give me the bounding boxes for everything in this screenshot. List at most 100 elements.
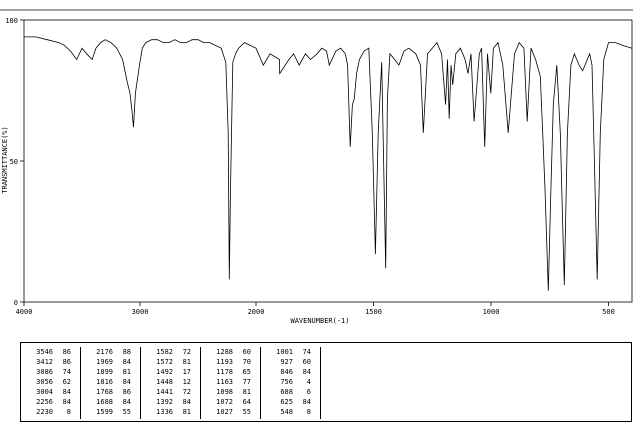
peak-transmittance: 84 <box>122 358 131 366</box>
peak-transmittance: 84 <box>302 398 311 406</box>
peak-row: 3004 84 <box>21 387 80 397</box>
peak-transmittance: 8 <box>66 408 71 416</box>
peak-row: 2230 8 <box>21 407 80 417</box>
peak-wavenumber: 2176 <box>96 348 113 356</box>
peak-wavenumber: 1178 <box>216 368 233 376</box>
peak-row: 1027 55 <box>201 407 260 417</box>
peak-row: 1072 64 <box>201 397 260 407</box>
ir-spectrum-chart: 0 50 100 4000 3000 2000 1500 1000 500 TRANSMITT… <box>0 9 633 325</box>
peak-row: 1193 70 <box>201 357 260 367</box>
peak-transmittance: 70 <box>242 358 251 366</box>
peak-row: 625 84 <box>261 397 320 407</box>
peak-transmittance: 12 <box>182 378 191 386</box>
peak-row: 2256 84 <box>21 397 80 407</box>
plot-frame <box>23 19 633 303</box>
peak-transmittance: 84 <box>62 388 71 396</box>
peak-column: 2176 88 1969 84 1899 81 1816 84 1768 86 1688 84 1599… <box>81 347 141 419</box>
peak-row: 1599 55 <box>81 407 140 417</box>
peak-row: 1899 81 <box>81 367 140 377</box>
peak-wavenumber: 1001 <box>276 348 293 356</box>
y-tick-label: 100 <box>5 17 18 25</box>
peak-transmittance: 6 <box>306 388 311 396</box>
peak-row: 1163 77 <box>201 377 260 387</box>
peak-wavenumber: 1768 <box>96 388 113 396</box>
peak-row: 3546 86 <box>21 347 80 357</box>
peak-transmittance: 81 <box>182 358 191 366</box>
peak-wavenumber: 1969 <box>96 358 113 366</box>
peak-row: 548 8 <box>261 407 320 417</box>
peak-wavenumber: 1816 <box>96 378 113 386</box>
y-tick-label: 50 <box>10 158 18 166</box>
peak-wavenumber: 3412 <box>36 358 53 366</box>
peak-wavenumber: 548 <box>280 408 293 416</box>
peak-wavenumber: 625 <box>280 398 293 406</box>
x-tick-label: 2000 <box>248 308 265 316</box>
peak-wavenumber: 3004 <box>36 388 53 396</box>
peak-wavenumber: 1572 <box>156 358 173 366</box>
peak-column: 1288 60 1193 70 1178 65 1163 77 1098 81 1072 64 1027… <box>201 347 261 419</box>
peak-transmittance: 81 <box>242 388 251 396</box>
peak-row: 1582 72 <box>141 347 200 357</box>
peak-row: 1572 81 <box>141 357 200 367</box>
peak-transmittance: 81 <box>122 368 131 376</box>
peak-wavenumber: 1098 <box>216 388 233 396</box>
peak-row: 1448 12 <box>141 377 200 387</box>
peak-wavenumber: 1288 <box>216 348 233 356</box>
peak-row: 756 4 <box>261 377 320 387</box>
peak-transmittance: 60 <box>302 358 311 366</box>
peak-row: 3086 74 <box>21 367 80 377</box>
peak-row: 688 6 <box>261 387 320 397</box>
peak-row: 1969 84 <box>81 357 140 367</box>
peak-wavenumber: 846 <box>280 368 293 376</box>
peak-column: 1001 74 927 60 846 84 756 4 688 6 625 84 548 8 <box>261 347 321 419</box>
peak-wavenumber: 2230 <box>36 408 53 416</box>
peak-transmittance: 17 <box>182 368 191 376</box>
y-tick-label: 0 <box>14 299 18 307</box>
peak-transmittance: 62 <box>62 378 71 386</box>
x-tick-label: 4000 <box>16 308 33 316</box>
x-tick-label: 500 <box>602 308 615 316</box>
peak-row: 846 84 <box>261 367 320 377</box>
peak-row: 1178 65 <box>201 367 260 377</box>
peak-row: 1288 60 <box>201 347 260 357</box>
peak-row: 2176 88 <box>81 347 140 357</box>
peak-wavenumber: 1688 <box>96 398 113 406</box>
peak-row: 3056 62 <box>21 377 80 387</box>
peak-wavenumber: 1899 <box>96 368 113 376</box>
peak-wavenumber: 1163 <box>216 378 233 386</box>
peak-row: 927 60 <box>261 357 320 367</box>
peak-row: 1688 84 <box>81 397 140 407</box>
peak-row: 1441 72 <box>141 387 200 397</box>
peak-wavenumber: 756 <box>280 378 293 386</box>
peak-transmittance: 84 <box>122 398 131 406</box>
x-tick-label: 1500 <box>365 308 382 316</box>
peak-transmittance: 74 <box>62 368 71 376</box>
peak-transmittance: 84 <box>62 398 71 406</box>
peak-wavenumber: 927 <box>280 358 293 366</box>
x-tick-label: 1000 <box>483 308 500 316</box>
peak-row: 3412 86 <box>21 357 80 367</box>
peak-column: 1582 72 1572 81 1492 17 1448 12 1441 72 1392 84 1336… <box>141 347 201 419</box>
peak-transmittance: 84 <box>122 378 131 386</box>
peak-transmittance: 55 <box>122 408 131 416</box>
peak-wavenumber: 3546 <box>36 348 53 356</box>
peak-transmittance: 64 <box>242 398 251 406</box>
peak-table: 3546 86 3412 86 3086 74 3056 62 3004 84 2256 84 2230… <box>20 342 632 422</box>
peak-wavenumber: 1582 <box>156 348 173 356</box>
peak-transmittance: 72 <box>182 388 191 396</box>
x-tick-label: 3000 <box>132 308 149 316</box>
peak-wavenumber: 1599 <box>96 408 113 416</box>
peak-wavenumber: 1492 <box>156 368 173 376</box>
peak-wavenumber: 1193 <box>216 358 233 366</box>
peak-wavenumber: 1336 <box>156 408 173 416</box>
peak-transmittance: 88 <box>122 348 131 356</box>
peak-transmittance: 8 <box>306 408 311 416</box>
peak-transmittance: 77 <box>242 378 251 386</box>
peak-transmittance: 4 <box>306 378 311 386</box>
peak-wavenumber: 1027 <box>216 408 233 416</box>
peak-row: 1816 84 <box>81 377 140 387</box>
y-axis-label: TRANSMITTANCE(%) <box>1 126 9 193</box>
peak-transmittance: 84 <box>182 398 191 406</box>
peak-transmittance: 81 <box>182 408 191 416</box>
peak-wavenumber: 1072 <box>216 398 233 406</box>
